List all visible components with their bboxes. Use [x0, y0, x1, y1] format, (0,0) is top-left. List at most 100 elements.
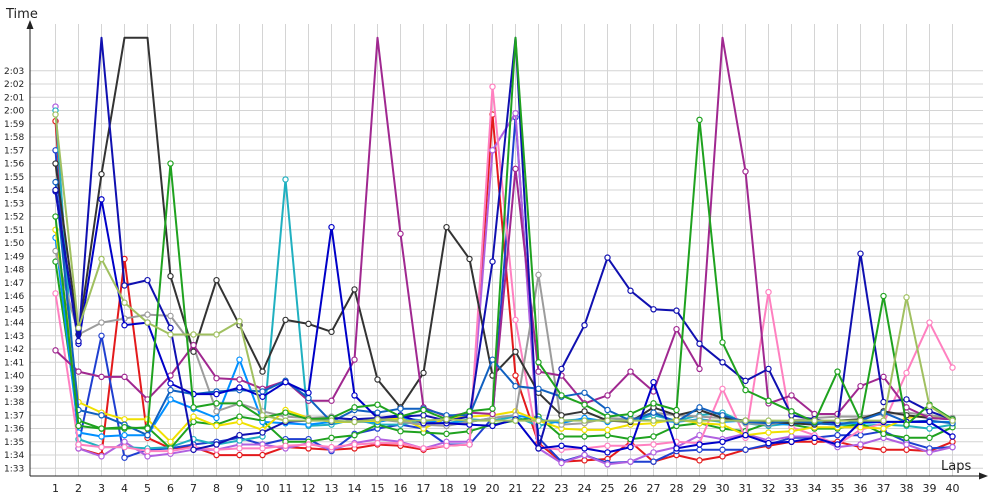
data-point [627, 368, 634, 375]
data-point [581, 426, 588, 434]
data-point [581, 401, 588, 408]
data-point [328, 434, 335, 442]
data-point [811, 434, 818, 442]
data-point [650, 400, 657, 407]
x-tick-label: 9 [236, 482, 243, 495]
y-tick-label: 1:55 [4, 173, 24, 183]
data-point [673, 307, 680, 314]
data-point [489, 258, 496, 265]
data-point [397, 417, 404, 424]
data-point [857, 431, 864, 439]
data-point [535, 271, 542, 279]
data-point [374, 416, 381, 423]
data-point [719, 453, 726, 460]
y-tick-label: 1:46 [4, 292, 24, 302]
y-tick-label: 1:51 [4, 226, 24, 236]
data-point [121, 373, 128, 381]
data-point [650, 441, 657, 448]
y-tick-label: 1:54 [4, 186, 24, 196]
data-point [213, 408, 220, 415]
data-point [903, 434, 910, 442]
x-tick-label: 22 [532, 482, 546, 495]
data-point [190, 348, 197, 355]
y-tick-labels: 1:33 1:34 1:35 1:36 1:37 1:38 1:39 1:40 1:41 1:42… [4, 67, 24, 474]
series-line [54, 181, 953, 437]
data-point [98, 443, 105, 451]
data-point [604, 431, 611, 439]
data-point [282, 378, 289, 386]
data-point [834, 431, 841, 439]
data-point [75, 324, 82, 332]
x-tick-label: 23 [555, 482, 569, 495]
data-point [466, 408, 473, 415]
data-point [167, 386, 174, 394]
data-point [558, 417, 565, 424]
y-tick-label: 1:56 [4, 160, 24, 170]
data-point [489, 405, 496, 412]
data-point [742, 431, 749, 439]
x-tick-label: 2 [75, 482, 82, 495]
y-tick-label: 1:38 [4, 398, 24, 408]
data-point [213, 451, 220, 459]
data-point [75, 422, 82, 430]
data-point [673, 325, 680, 333]
y-tick-label: 1:34 [4, 451, 24, 461]
data-point [52, 247, 59, 255]
data-point [788, 408, 795, 415]
data-point [121, 424, 128, 431]
data-point [121, 282, 128, 289]
x-tick-label: 15 [371, 482, 385, 495]
data-point [52, 111, 59, 118]
data-point [98, 412, 105, 419]
data-point [788, 417, 795, 424]
data-point [627, 443, 634, 451]
y-axis-arrow [26, 20, 34, 29]
data-point [558, 412, 565, 419]
data-point [282, 442, 289, 449]
data-point [328, 443, 335, 451]
data-point [719, 446, 726, 453]
data-point [581, 389, 588, 396]
data-point [949, 417, 956, 424]
data-point [512, 109, 519, 117]
data-point [190, 418, 197, 426]
data-point [167, 324, 174, 332]
x-axis-title: Laps [941, 459, 971, 474]
data-point [236, 413, 243, 420]
data-point [213, 422, 220, 430]
data-point [903, 421, 910, 428]
data-point [581, 457, 588, 464]
data-point [627, 287, 634, 294]
series-line [54, 116, 953, 464]
data-point [420, 445, 427, 452]
y-tick-label: 2:00 [4, 107, 24, 117]
data-point [719, 385, 726, 392]
y-tick-label: 1:43 [4, 332, 24, 342]
data-point [949, 433, 956, 440]
data-point [420, 406, 427, 414]
data-point [259, 368, 266, 375]
data-point [121, 443, 128, 451]
data-point [190, 331, 197, 338]
data-point [190, 404, 197, 411]
data-point [420, 412, 427, 419]
data-point [558, 459, 565, 467]
data-point [213, 390, 220, 398]
data-point [926, 319, 933, 326]
data-point [236, 437, 243, 444]
data-point [581, 451, 588, 459]
y-tick-label: 1:58 [4, 133, 24, 143]
data-point [765, 417, 772, 424]
data-point [558, 392, 565, 399]
data-point [144, 311, 151, 318]
series-lines [52, 36, 956, 468]
x-tick-label: 27 [647, 482, 661, 495]
data-point [52, 186, 59, 194]
data-point [144, 276, 151, 284]
series-line [54, 229, 953, 443]
y-tick-label: 1:49 [4, 252, 24, 262]
data-point [742, 168, 749, 175]
x-tick-label: 8 [213, 482, 220, 495]
data-point [259, 388, 266, 395]
data-point [742, 417, 749, 424]
